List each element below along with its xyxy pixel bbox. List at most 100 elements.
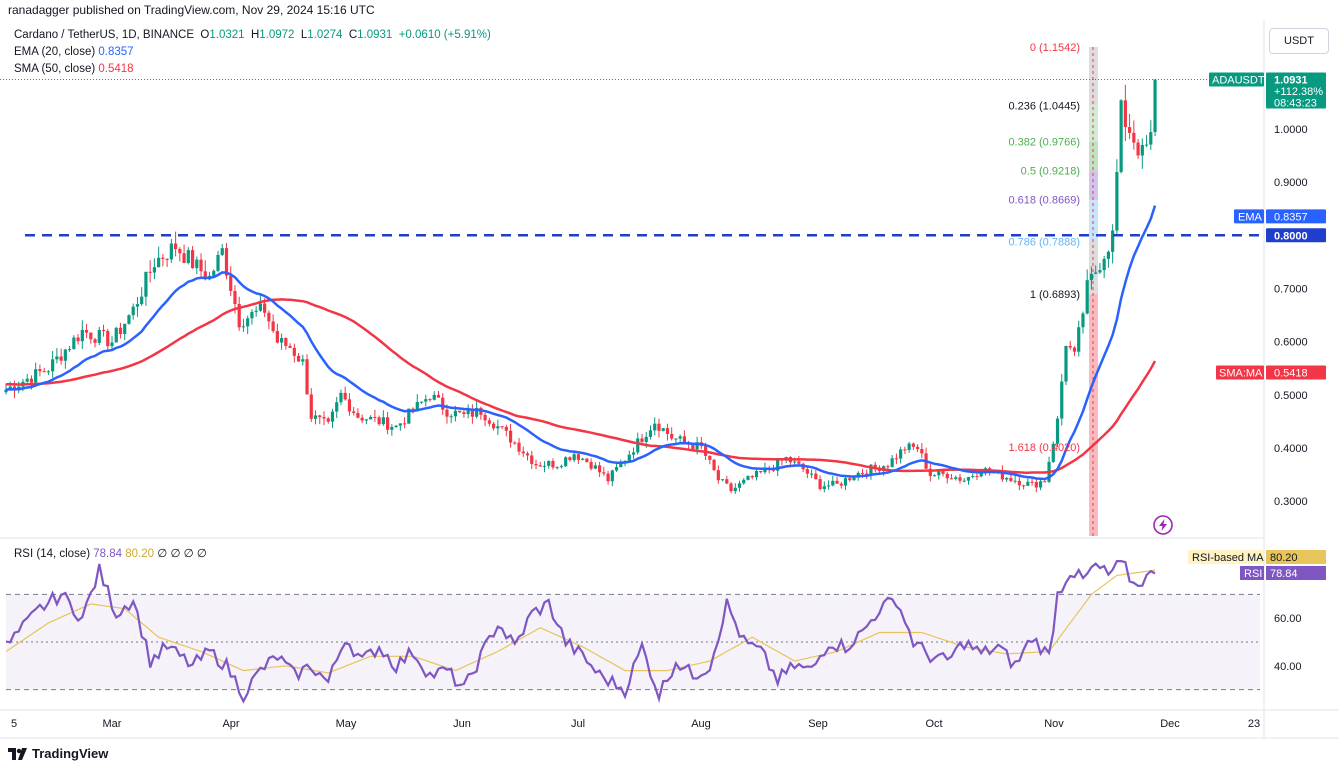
candle-body [1149,132,1153,145]
candle-body [233,290,237,304]
rsi-ma-value-badge-text: 80.20 [1270,552,1298,564]
candle-body [148,271,152,273]
time-axis[interactable]: 5 Mar Apr May Jun Jul Aug Sep Oct Nov Dec 23 [11,718,1260,730]
candle-body [161,257,165,259]
candle-body [1102,258,1106,271]
candle-body [475,407,479,417]
fib-retracement[interactable] [1089,47,1098,536]
candle-body [97,329,101,343]
candle-body [1077,327,1081,352]
symbol-badge-bg [1209,72,1264,87]
lightning-icon[interactable] [1153,515,1173,535]
candle-body [195,259,199,269]
sma-value-badge-bg [1266,365,1326,380]
candle-body [924,453,928,469]
candle-body [992,472,996,474]
candle-body [971,476,975,478]
candle-body [644,436,648,442]
candle-body [25,378,29,382]
rsi-value-badge-text: 78.84 [1270,568,1298,580]
candle-body [428,399,432,401]
candle-body [1022,485,1026,487]
candle-body [1009,478,1013,481]
candle-body [818,479,822,490]
rsi-axis: 60.00 40.00 [1274,613,1302,673]
candle-body [352,411,356,413]
candle-body [564,457,568,467]
candle-body [390,426,394,430]
candle-body [84,329,89,333]
candle-body [466,410,470,415]
symbol-badge: ADAUSDT [1209,72,1265,87]
candle-body [525,453,530,456]
candle-body [21,381,25,387]
candle-body [941,470,945,474]
sma-label: SMA (50, close) [14,63,96,75]
candle-body [699,442,703,447]
candle-body [542,465,547,467]
candle-body [34,369,38,383]
candle-body [759,471,763,473]
rsi-ma-value-badge: 80.20 [1266,550,1326,564]
candle-body [551,460,555,468]
symbol-name: Cardano / TetherUS, 1D, BINANCE [14,29,195,41]
candle-body [174,243,178,250]
candle-body [1081,313,1085,328]
sma-label-badge: SMA:MA [1216,365,1264,380]
candle-body [402,423,407,425]
low-label: L [300,29,308,41]
candle-body [640,438,644,442]
candle-body [424,399,428,402]
candle-body [521,451,525,454]
candle-body [1123,100,1127,128]
candle-body [983,468,988,474]
price-tick: 0.9000 [1274,177,1308,189]
candle-body [1047,461,1051,482]
time-tick: Sep [808,718,828,730]
rsi-tick: 40.00 [1274,661,1302,673]
candle-body [890,458,894,467]
candle-body [962,480,966,482]
candle-body [157,257,161,268]
candle-body [169,243,173,260]
candle-body [212,270,216,276]
candle-body [538,465,542,467]
rsi-pane[interactable] [5,560,1260,704]
candle-body [826,485,831,487]
rsi-value-badge: 78.84 [1266,566,1326,580]
candle-body [911,443,915,447]
tradingview-logo[interactable]: TradingView [8,746,108,761]
candle-body [59,356,63,361]
candle-body [793,461,797,463]
high-label: H [250,29,260,41]
candle-body [386,417,390,430]
candle-body [530,455,534,464]
currency-button[interactable]: USDT [1269,28,1329,54]
candle-body [771,469,776,471]
price-tick: 0.6000 [1274,337,1308,349]
candle-body [869,464,873,476]
candle-body [1106,251,1110,259]
candle-body [716,470,720,481]
candle-body [398,423,402,426]
candle-body [178,249,182,254]
candle-body [801,463,805,470]
candle-body [882,466,886,472]
candle-body [623,460,627,463]
candle-body [899,449,903,459]
candle-body [1064,345,1068,382]
ema-label-badge: EMA [1234,209,1264,224]
candle-body [1119,100,1123,173]
fib-zone [1089,446,1098,536]
candle-body [275,331,279,343]
time-tick: Aug [691,718,711,730]
candle-body [296,355,301,362]
candle-body [224,248,229,276]
price-axis[interactable]: 1.0000 0.9000 0.7000 0.6000 0.5000 0.4000 0.30… [1274,124,1308,508]
candle-body [979,473,983,477]
candle-body [8,386,12,390]
candle-body [190,250,195,269]
candle-body [127,315,131,324]
